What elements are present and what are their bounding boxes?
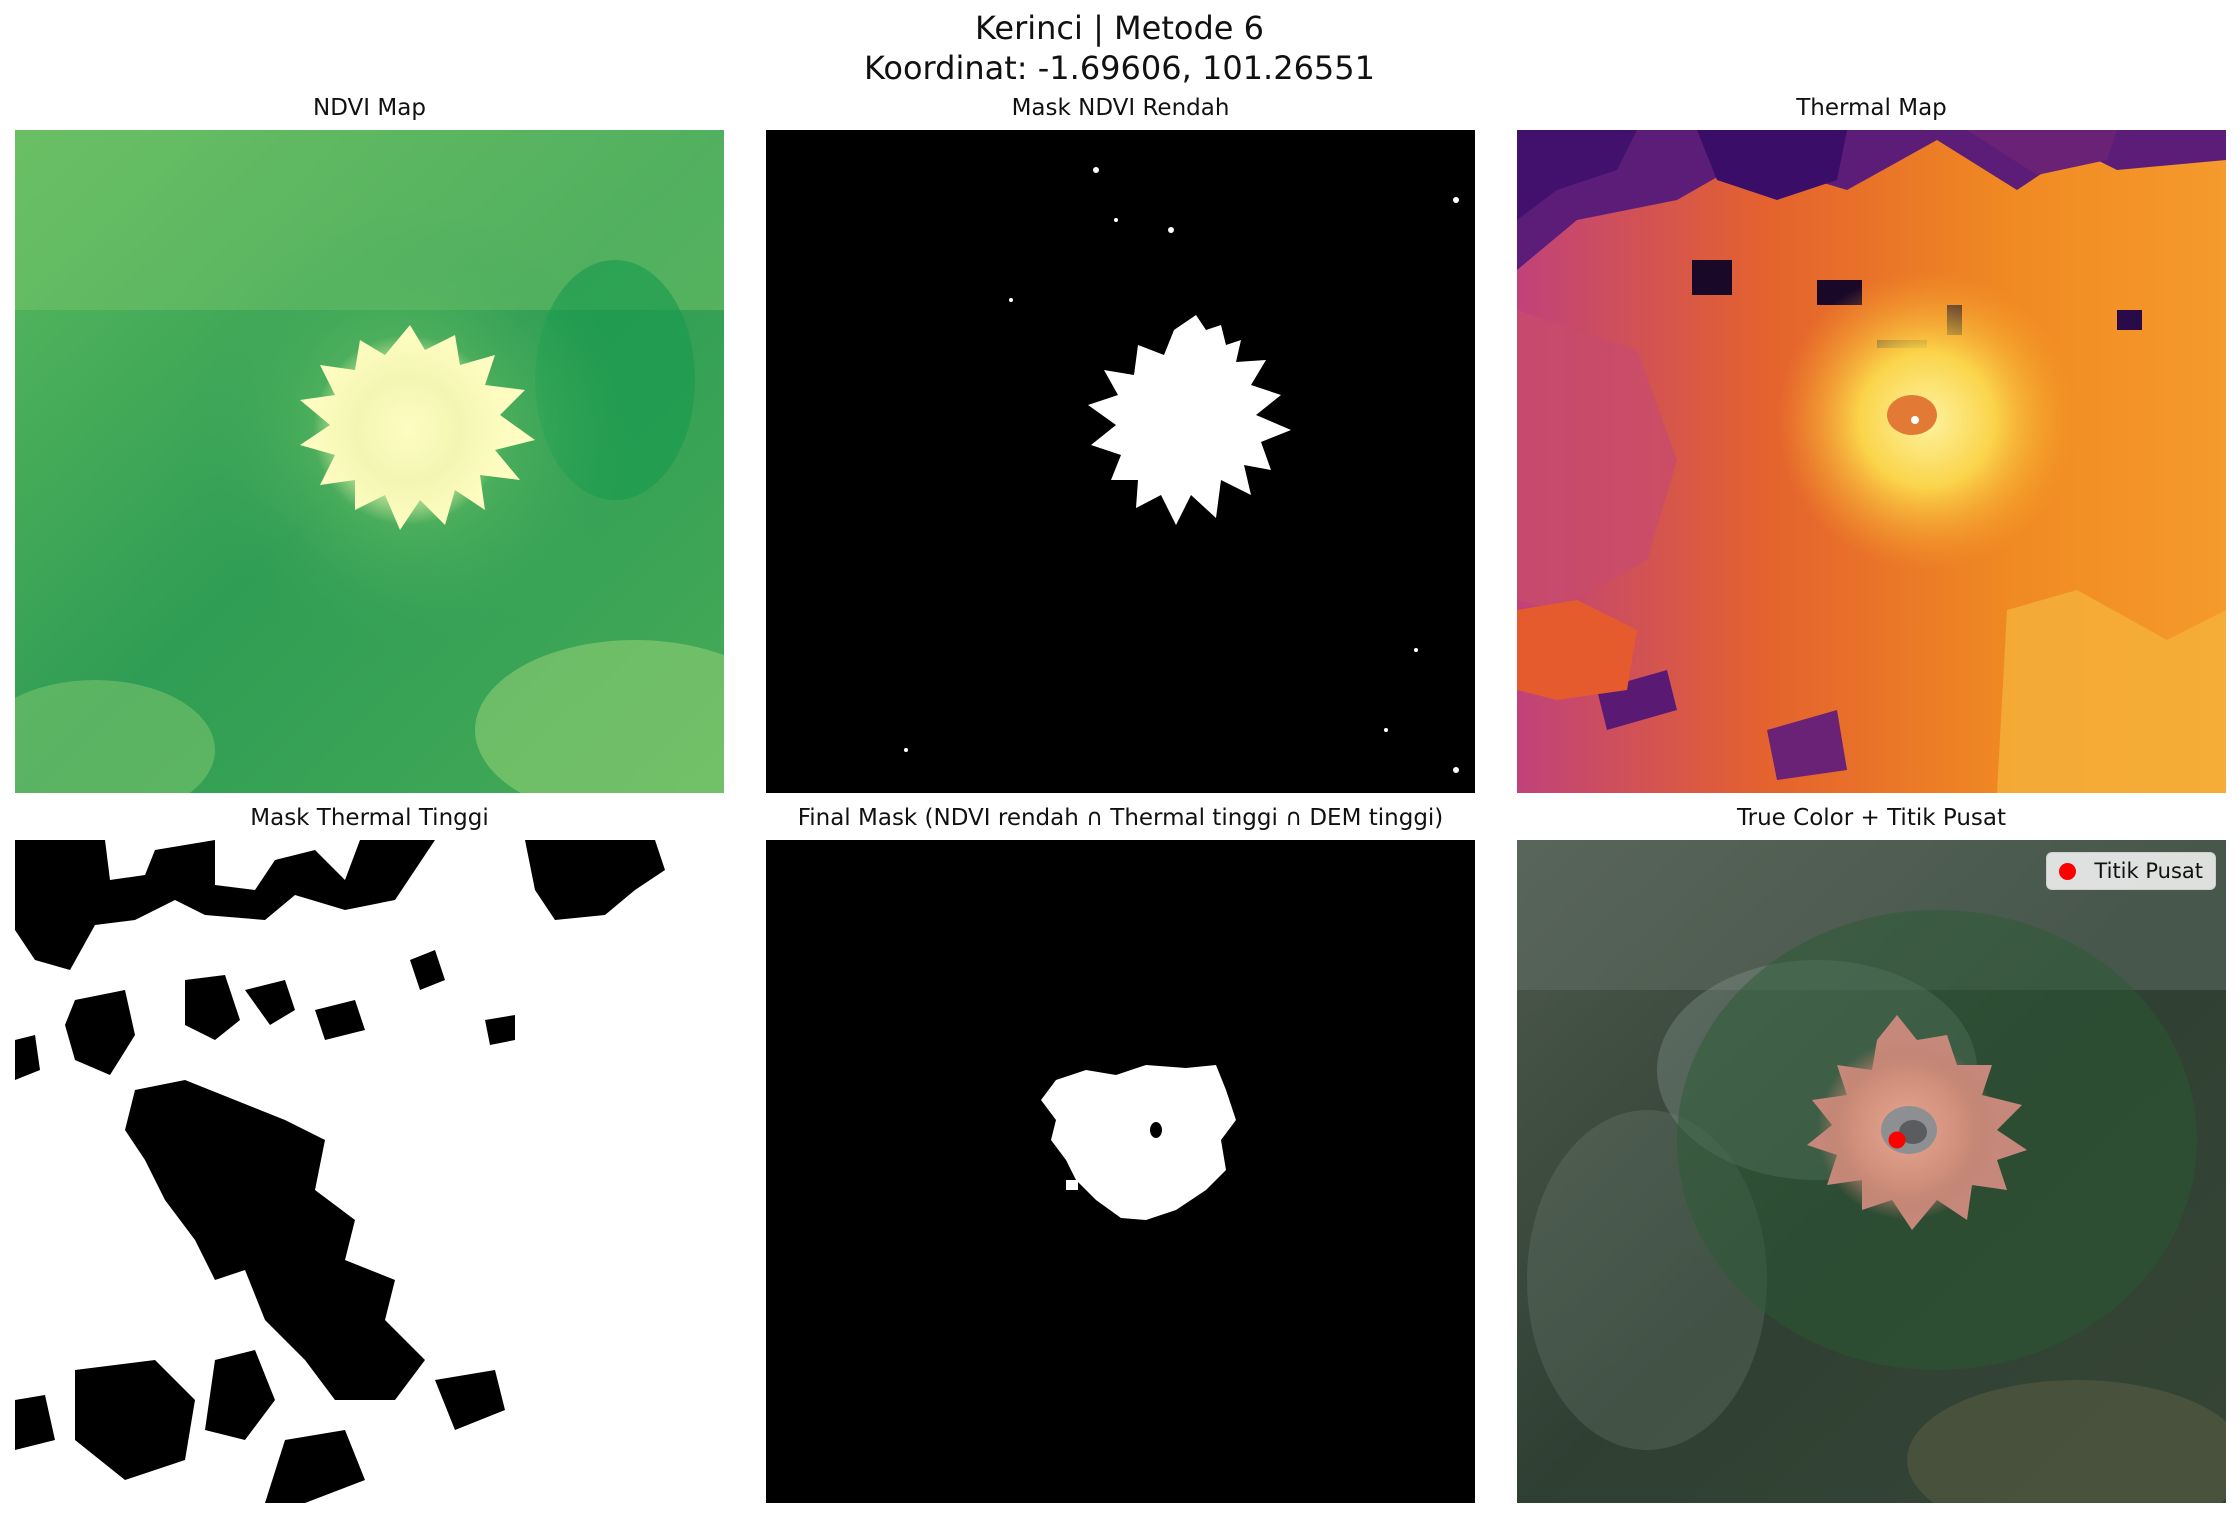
titik-pusat-marker (1888, 1131, 1906, 1149)
legend: Titik Pusat (2046, 852, 2216, 890)
final-mask-title: Final Mask (NDVI rendah ∩ Thermal tinggi… (797, 805, 1444, 831)
legend-label: Titik Pusat (2094, 859, 2203, 883)
mask-ndvi-rendah-image (766, 130, 1475, 793)
true-color-title: True Color + Titik Pusat (1736, 805, 2006, 831)
thermal-map-title: Thermal Map (1796, 95, 1947, 121)
mask-thermal-tinggi-image (15, 840, 724, 1503)
final-mask-image (766, 840, 1475, 1503)
mask-thermal-title: Mask Thermal Tinggi (250, 805, 489, 831)
ndvi-map-image (15, 130, 724, 793)
figure-subtitle: Koordinat: -1.69606, 101.26551 (864, 49, 1375, 87)
thermal-map-image (1517, 130, 2226, 793)
true-color-image: Titik Pusat (1517, 840, 2226, 1503)
mask-ndvi-title: Mask NDVI Rendah (1011, 95, 1230, 121)
figure-title: Kerinci | Metode 6 (975, 9, 1264, 47)
ndvi-map-title: NDVI Map (313, 95, 426, 121)
legend-marker-icon (2059, 862, 2077, 880)
